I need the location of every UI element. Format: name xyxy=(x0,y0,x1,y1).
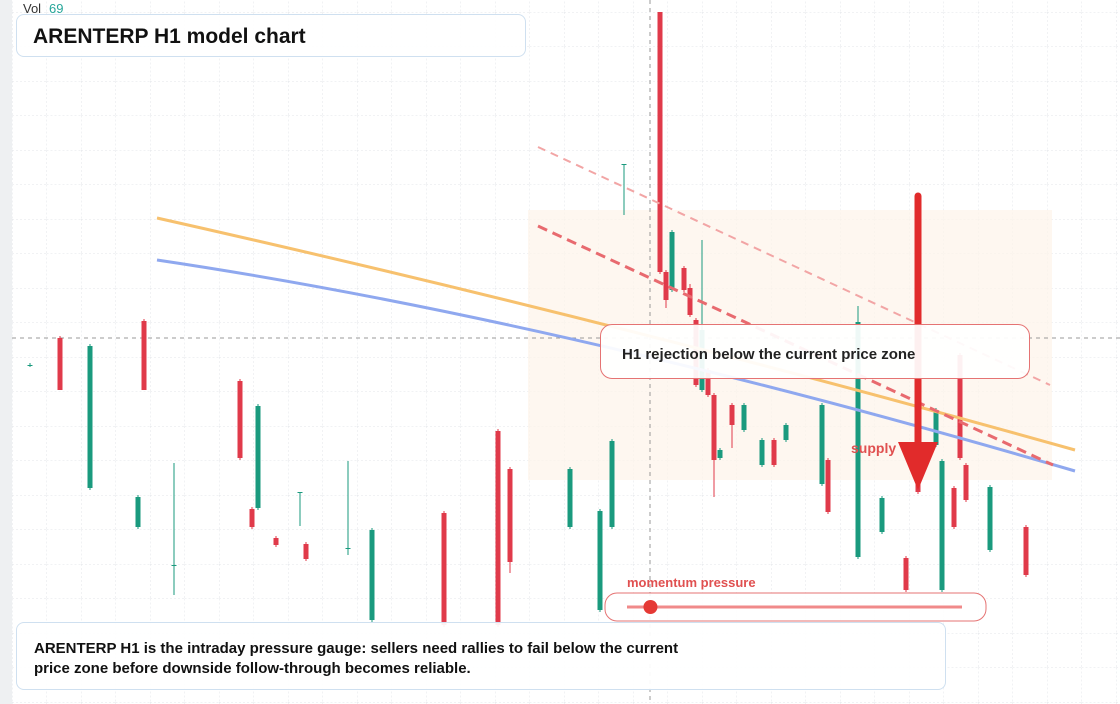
candle-body xyxy=(57,338,63,390)
candle-body xyxy=(597,511,603,610)
candle-body xyxy=(957,355,963,458)
candle-body xyxy=(1023,527,1029,575)
candle-body xyxy=(669,232,675,290)
note-box: ARENTERP H1 is the intraday pressure gau… xyxy=(16,622,946,690)
candle-body xyxy=(237,381,243,458)
candle-body xyxy=(717,450,723,458)
candle-body xyxy=(783,425,789,440)
candle-body xyxy=(855,322,861,557)
candle-body xyxy=(963,465,969,500)
candle-body xyxy=(255,406,261,508)
candle-body xyxy=(303,544,309,559)
candle-body xyxy=(621,164,627,165)
candle-body xyxy=(495,431,501,625)
candle-body xyxy=(87,346,93,488)
candle-body xyxy=(741,405,747,430)
candle-body xyxy=(951,488,957,527)
candle-body xyxy=(987,487,993,550)
candle-body xyxy=(141,321,147,390)
candle-body xyxy=(825,460,831,512)
candle-body xyxy=(135,497,141,527)
candle-body xyxy=(273,538,279,545)
candle-body xyxy=(705,370,711,395)
channel-line xyxy=(537,224,1054,467)
candle-body xyxy=(171,565,177,566)
title-box: ARENTERP H1 model chart xyxy=(16,14,526,57)
annotation: H1 rejection below the current price zon… xyxy=(622,346,916,363)
candle-body xyxy=(441,513,447,625)
candle-body xyxy=(903,558,909,590)
candle-body xyxy=(759,440,765,465)
candle-body xyxy=(687,288,693,315)
trend-line-blue xyxy=(156,258,1076,473)
candle-body xyxy=(609,441,615,527)
note: ARENTERP H1 is the intraday pressure gau… xyxy=(34,640,679,677)
volume-label: Vol xyxy=(23,1,41,16)
candle-body xyxy=(663,272,669,300)
candle-body xyxy=(507,469,513,562)
candle-body xyxy=(249,509,255,527)
candle-body xyxy=(939,461,945,590)
candle-body xyxy=(369,530,375,620)
candle-body xyxy=(729,405,735,425)
candle-body xyxy=(771,440,777,465)
candle-body xyxy=(27,365,33,366)
side-strip xyxy=(0,0,12,704)
arrow-head xyxy=(898,442,938,490)
momentum-dot xyxy=(643,600,658,614)
candle-body xyxy=(297,492,303,493)
zone-label: supply xyxy=(851,440,896,456)
channel-line-upper xyxy=(537,146,1051,386)
momentum-label: momentum pressure xyxy=(627,575,756,590)
candle-body xyxy=(933,410,939,445)
candle-body xyxy=(681,268,687,290)
candle-body xyxy=(819,405,825,484)
candle-body xyxy=(711,395,717,460)
candle-body xyxy=(879,498,885,532)
annotation-box: H1 rejection below the current price zon… xyxy=(600,324,1030,379)
candle-body xyxy=(567,469,573,527)
volume-value: 69 xyxy=(49,1,63,16)
candle-body xyxy=(657,12,663,272)
candle-body xyxy=(345,548,351,549)
chart-title: ARENTERP H1 model chart xyxy=(33,25,306,48)
